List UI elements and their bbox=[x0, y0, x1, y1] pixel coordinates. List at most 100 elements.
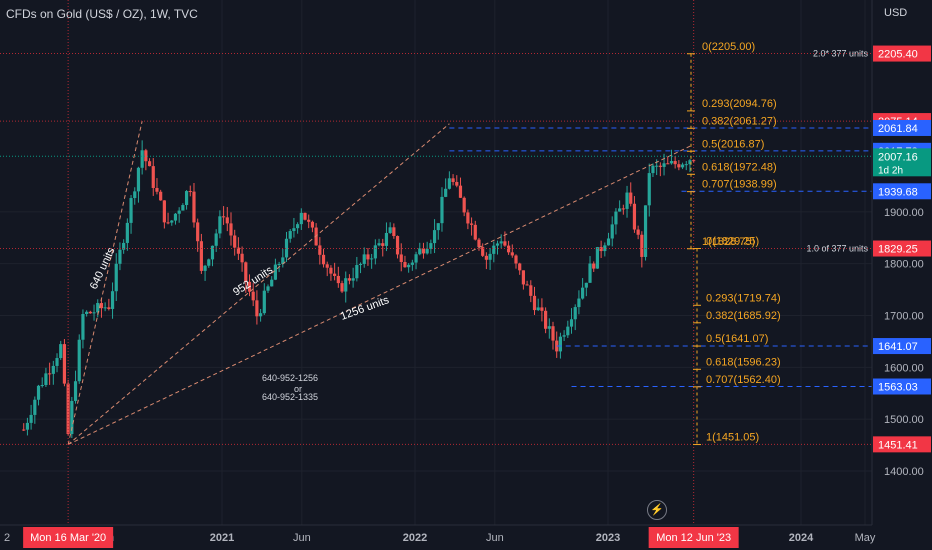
candle-body bbox=[395, 236, 400, 255]
date-label-end-box bbox=[648, 527, 739, 548]
fib-label-lower: 0.5(1641.07) bbox=[706, 333, 768, 345]
candle-body bbox=[70, 400, 74, 435]
fib-label-lower: 0(1829.25) bbox=[706, 236, 759, 248]
candle-body bbox=[318, 245, 322, 255]
candle-body bbox=[458, 185, 463, 198]
candle-body bbox=[447, 178, 451, 189]
candle-body bbox=[144, 150, 148, 162]
candle-body bbox=[440, 196, 444, 224]
candle-body bbox=[129, 198, 133, 223]
candle-body bbox=[273, 264, 278, 280]
price-label-text: 1829.25 bbox=[878, 244, 918, 256]
candle-body bbox=[603, 245, 607, 252]
candle-body bbox=[277, 263, 281, 265]
candle-body bbox=[477, 239, 481, 248]
lightning-icon[interactable]: ⚡ bbox=[647, 500, 667, 520]
candle-body bbox=[425, 248, 429, 254]
candle-body bbox=[214, 233, 218, 246]
time-tick-label: May bbox=[855, 532, 876, 544]
candle-body bbox=[529, 285, 533, 296]
candle-body bbox=[125, 222, 129, 243]
fib-label-lower: 0.293(1719.74) bbox=[706, 292, 781, 304]
candle-body bbox=[114, 263, 118, 292]
candle-body bbox=[118, 249, 122, 264]
price-tick-label: 1400.00 bbox=[884, 466, 924, 478]
candle-body bbox=[569, 319, 574, 327]
candle-body bbox=[481, 247, 485, 256]
fib-label-upper: 0.5(2016.87) bbox=[702, 138, 764, 150]
candle-body bbox=[455, 181, 459, 186]
candle-body bbox=[618, 208, 622, 212]
annotation-line-3: 640-952-1335 bbox=[262, 392, 319, 402]
candle-body bbox=[122, 242, 126, 250]
candle-body bbox=[573, 307, 577, 320]
candle-body bbox=[647, 173, 651, 206]
candle-body bbox=[595, 247, 600, 269]
candle-body bbox=[680, 164, 685, 168]
candle-body bbox=[469, 223, 474, 225]
price-tick-label: 1800.00 bbox=[884, 259, 924, 271]
candle-body bbox=[377, 243, 381, 246]
price-label-box bbox=[873, 436, 931, 453]
candle-body bbox=[25, 422, 30, 430]
candle-body bbox=[636, 229, 640, 235]
candle-body bbox=[325, 264, 329, 268]
candle-body bbox=[388, 227, 392, 233]
candle-body bbox=[73, 381, 78, 401]
fib-label-upper: 0.293(2094.76) bbox=[702, 98, 777, 110]
swing-line-1256 bbox=[67, 144, 694, 446]
candle-body bbox=[77, 339, 81, 382]
price-label-text: 1451.41 bbox=[878, 439, 918, 451]
candle-body bbox=[321, 254, 326, 265]
candle-body bbox=[225, 217, 229, 224]
candle-body bbox=[296, 224, 300, 229]
candle-body bbox=[59, 344, 63, 359]
candle-body bbox=[614, 211, 618, 225]
time-tick-label: Jun bbox=[486, 532, 504, 544]
candle-body bbox=[506, 245, 511, 253]
candle-body bbox=[692, 160, 696, 162]
date-label-end: Mon 12 Jun '23 bbox=[656, 532, 731, 544]
candle-body bbox=[621, 208, 625, 210]
fib-label-lower: 0.618(1596.23) bbox=[706, 356, 781, 368]
candle-body bbox=[640, 234, 644, 257]
candle-body bbox=[107, 307, 111, 309]
candle-body bbox=[170, 220, 174, 223]
swing-label-640: 640 units bbox=[88, 245, 118, 291]
candle-body bbox=[521, 270, 525, 285]
price-tick-label: 1700.00 bbox=[884, 311, 924, 323]
candle-body bbox=[558, 336, 563, 352]
candle-body bbox=[473, 224, 477, 240]
candle-body bbox=[610, 224, 614, 239]
candle-body bbox=[373, 245, 377, 259]
candle-body bbox=[151, 166, 155, 188]
candle-body bbox=[407, 264, 411, 268]
candle-body bbox=[551, 326, 555, 341]
candle-body bbox=[429, 243, 433, 249]
candle-body bbox=[366, 254, 370, 260]
candle-body bbox=[259, 313, 263, 317]
candle-body bbox=[399, 254, 403, 263]
candle-body bbox=[177, 210, 181, 214]
candle-body bbox=[451, 178, 455, 182]
units-label: 1.0 of 377 units bbox=[806, 244, 868, 254]
price-label-text: 2205.40 bbox=[878, 49, 918, 61]
candle-body bbox=[584, 282, 588, 288]
candle-body bbox=[347, 278, 352, 281]
candle-body bbox=[340, 283, 344, 292]
candle-body bbox=[525, 284, 529, 286]
candle-body bbox=[255, 300, 259, 317]
time-tick-label: 2023 bbox=[596, 532, 620, 544]
candle-body bbox=[229, 223, 233, 236]
price-tick-label: 1500.00 bbox=[884, 414, 924, 426]
annotation-line-1: 640-952-1256 bbox=[262, 373, 319, 383]
candle-body bbox=[629, 192, 633, 204]
price-label-text: 1563.03 bbox=[878, 382, 918, 394]
candle-body bbox=[270, 279, 274, 287]
candle-body bbox=[655, 165, 659, 167]
candle-body bbox=[196, 222, 200, 242]
price-label-text: 1641.07 bbox=[878, 341, 918, 353]
candle-body bbox=[44, 373, 48, 386]
candle-body bbox=[303, 212, 307, 220]
